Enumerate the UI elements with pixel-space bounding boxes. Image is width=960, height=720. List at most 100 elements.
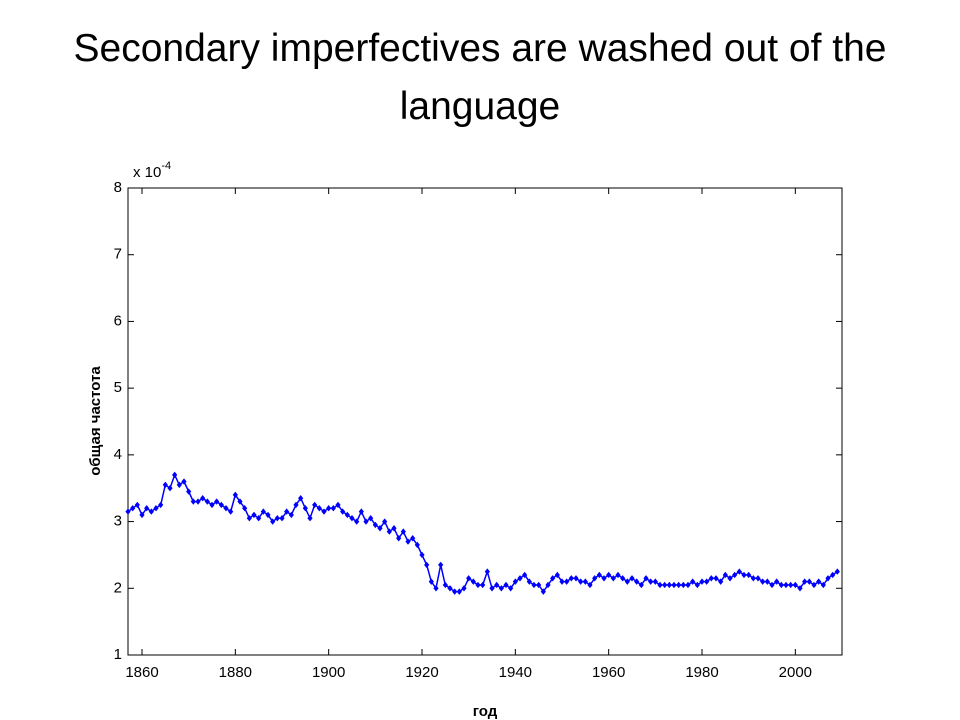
data-marker — [550, 575, 556, 582]
data-marker — [354, 518, 360, 525]
data-marker — [312, 501, 318, 509]
data-marker — [125, 508, 131, 515]
data-marker — [270, 518, 276, 525]
data-marker — [540, 588, 546, 595]
x-tick-label: 1880 — [219, 664, 252, 681]
data-marker — [470, 578, 476, 585]
data-marker — [704, 578, 710, 585]
data-marker — [764, 578, 770, 585]
data-marker — [536, 581, 542, 589]
data-marker — [834, 568, 840, 575]
data-marker — [820, 581, 826, 589]
data-marker — [190, 498, 196, 505]
data-marker — [741, 571, 747, 579]
data-marker — [498, 585, 504, 592]
data-marker — [162, 481, 168, 489]
data-marker — [419, 551, 425, 559]
multiplier-exponent: -4 — [161, 160, 171, 172]
data-marker — [778, 581, 784, 589]
data-marker — [750, 575, 756, 582]
data-marker — [368, 515, 374, 522]
data-marker — [232, 491, 238, 499]
data-marker — [321, 508, 327, 515]
data-marker — [340, 508, 346, 515]
data-marker — [480, 581, 486, 589]
data-marker — [330, 505, 336, 512]
data-marker — [144, 505, 150, 512]
x-tick-label: 1860 — [125, 664, 158, 681]
data-marker — [130, 505, 136, 512]
data-marker — [797, 585, 803, 592]
data-marker — [531, 581, 537, 589]
x-axis-label: год — [473, 703, 498, 720]
data-marker — [344, 511, 350, 519]
data-marker — [302, 505, 308, 512]
data-marker — [475, 581, 481, 589]
data-marker — [545, 581, 551, 589]
data-marker — [326, 505, 332, 512]
data-marker — [592, 575, 598, 582]
data-marker — [811, 581, 817, 589]
data-marker — [284, 508, 290, 515]
data-marker — [158, 501, 164, 509]
data-marker — [447, 585, 453, 592]
data-marker — [806, 578, 812, 585]
data-marker — [732, 571, 738, 579]
data-marker — [676, 581, 682, 589]
data-marker — [746, 571, 752, 579]
data-marker — [382, 518, 388, 525]
x-tick-label: 1980 — [685, 664, 718, 681]
x-tick-label: 1940 — [499, 664, 532, 681]
data-marker — [718, 578, 724, 585]
x-tick-label: 1900 — [312, 664, 345, 681]
data-marker — [517, 575, 523, 582]
data-marker — [181, 478, 187, 485]
data-marker — [624, 578, 630, 585]
data-marker — [578, 578, 584, 585]
data-marker — [783, 581, 789, 589]
data-marker — [200, 495, 206, 502]
y-tick-label: 4 — [114, 446, 122, 463]
data-marker — [671, 581, 677, 589]
data-marker — [167, 485, 173, 492]
data-marker — [573, 575, 579, 582]
data-marker — [503, 581, 509, 589]
y-tick-label: 2 — [114, 579, 122, 596]
data-marker — [372, 521, 378, 529]
data-marker — [274, 515, 280, 522]
data-marker — [484, 568, 490, 575]
data-marker — [228, 508, 234, 515]
data-marker — [606, 571, 612, 579]
data-marker — [433, 585, 439, 592]
data-marker — [246, 515, 252, 522]
data-marker — [610, 575, 616, 582]
data-marker — [386, 528, 392, 535]
data-marker — [377, 525, 383, 532]
data-marker — [587, 581, 593, 589]
data-marker — [713, 575, 719, 582]
data-marker — [256, 515, 262, 522]
y-tick-label: 3 — [114, 513, 122, 530]
data-marker — [260, 508, 266, 515]
data-marker — [788, 581, 794, 589]
data-marker — [153, 505, 159, 512]
data-marker — [526, 578, 532, 585]
data-marker — [699, 578, 705, 585]
data-marker — [522, 571, 528, 579]
data-marker — [508, 585, 514, 592]
data-marker — [428, 578, 434, 585]
data-marker — [685, 581, 691, 589]
data-marker — [148, 508, 154, 515]
data-marker — [564, 578, 570, 585]
data-marker — [792, 581, 798, 589]
data-marker — [349, 515, 355, 522]
x-tick-label: 2000 — [779, 664, 812, 681]
y-tick-label: 5 — [114, 379, 122, 396]
data-marker — [634, 578, 640, 585]
data-marker — [279, 515, 285, 522]
data-marker — [494, 581, 500, 589]
data-marker — [307, 515, 313, 522]
x-tick-label: 1920 — [405, 664, 438, 681]
data-marker — [251, 511, 257, 519]
data-marker — [186, 488, 192, 495]
